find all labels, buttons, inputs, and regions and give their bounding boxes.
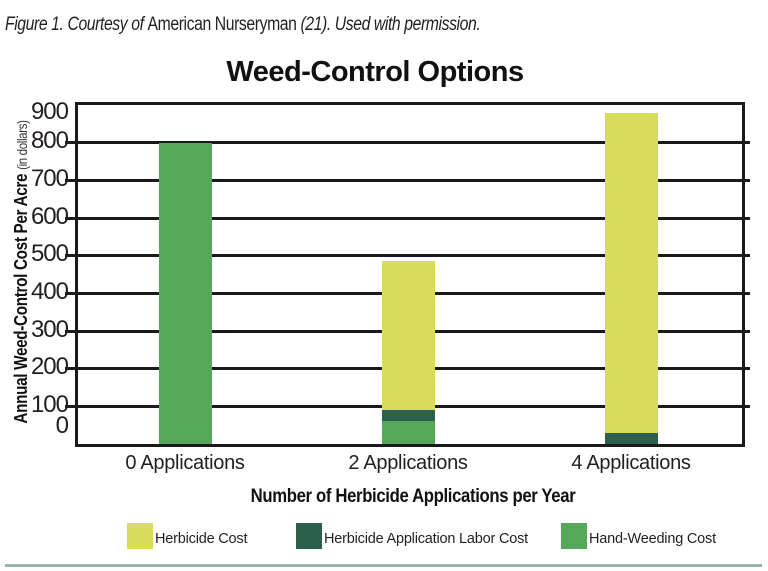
legend-swatch bbox=[296, 523, 322, 549]
plot-area bbox=[65, 102, 750, 447]
x-tick-label-2-applications: 2 Applications bbox=[348, 452, 468, 474]
x-tick-label-0-applications: 0 Applications bbox=[125, 452, 245, 474]
bar-segment-herbicide-application-labor-cost bbox=[604, 432, 658, 444]
caption-italic-tail: (21). Used with permission. bbox=[296, 14, 481, 35]
x-axis-title: Number of Herbicide Applications per Yea… bbox=[250, 486, 576, 507]
y-tick-label-300: 300 bbox=[30, 315, 69, 343]
chart-title: Weed-Control Options bbox=[226, 56, 524, 88]
y-tick-label-600: 600 bbox=[30, 202, 69, 230]
legend-swatch bbox=[561, 523, 587, 549]
legend-label: Hand-Weeding Cost bbox=[589, 531, 716, 547]
bar-segment-hand-weeding-cost bbox=[158, 142, 212, 444]
legend-label: Herbicide Cost bbox=[155, 531, 248, 547]
legend-swatch bbox=[127, 523, 153, 549]
y-tick-label-400: 400 bbox=[30, 277, 69, 305]
y-tick-label-800: 800 bbox=[30, 127, 69, 155]
y-tick-label-100: 100 bbox=[30, 390, 69, 418]
bottom-divider bbox=[5, 564, 762, 567]
legend-item-herbicide-cost: Herbicide Cost bbox=[127, 523, 247, 549]
gridline-600 bbox=[65, 216, 750, 220]
bar-segment-herbicide-cost bbox=[604, 112, 658, 433]
legend-item-herbicide-application-labor-cost: Herbicide Application Labor Cost bbox=[296, 523, 528, 549]
y-tick-label-900: 900 bbox=[30, 97, 69, 125]
bar-segment-hand-weeding-cost bbox=[381, 421, 435, 444]
bar-4-applications bbox=[604, 112, 658, 444]
caption-source-name: American Nurseryman bbox=[147, 14, 297, 35]
y-tick-label-700: 700 bbox=[30, 164, 69, 192]
bar-0-applications bbox=[158, 142, 212, 444]
gridline-700 bbox=[65, 178, 750, 182]
legend-label: Herbicide Application Labor Cost bbox=[324, 531, 528, 547]
caption-italic-lead: Figure 1. Courtesy of bbox=[5, 14, 148, 35]
y-tick-label-500: 500 bbox=[30, 240, 69, 268]
bar-2-applications bbox=[381, 261, 435, 444]
bar-segment-herbicide-application-labor-cost bbox=[381, 410, 435, 422]
bar-segment-herbicide-cost bbox=[381, 261, 435, 411]
y-tick-label-0: 0 bbox=[55, 411, 69, 439]
gridline-800 bbox=[65, 141, 750, 145]
y-tick-label-200: 200 bbox=[30, 353, 69, 381]
x-tick-label-4-applications: 4 Applications bbox=[571, 452, 691, 474]
legend-item-hand-weeding-cost: Hand-Weeding Cost bbox=[561, 523, 716, 549]
figure-caption: Figure 1. Courtesy of American Nurseryma… bbox=[5, 14, 481, 36]
gridline-500 bbox=[65, 254, 750, 258]
